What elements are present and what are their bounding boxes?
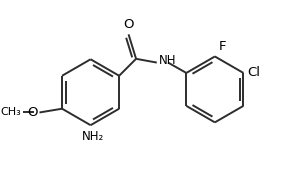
- Text: F: F: [219, 40, 226, 53]
- Text: NH₂: NH₂: [82, 130, 105, 143]
- Text: O: O: [27, 106, 38, 119]
- Text: Cl: Cl: [247, 66, 260, 79]
- Text: O: O: [123, 18, 134, 31]
- Text: CH₃: CH₃: [0, 108, 21, 118]
- Text: NH: NH: [159, 54, 176, 67]
